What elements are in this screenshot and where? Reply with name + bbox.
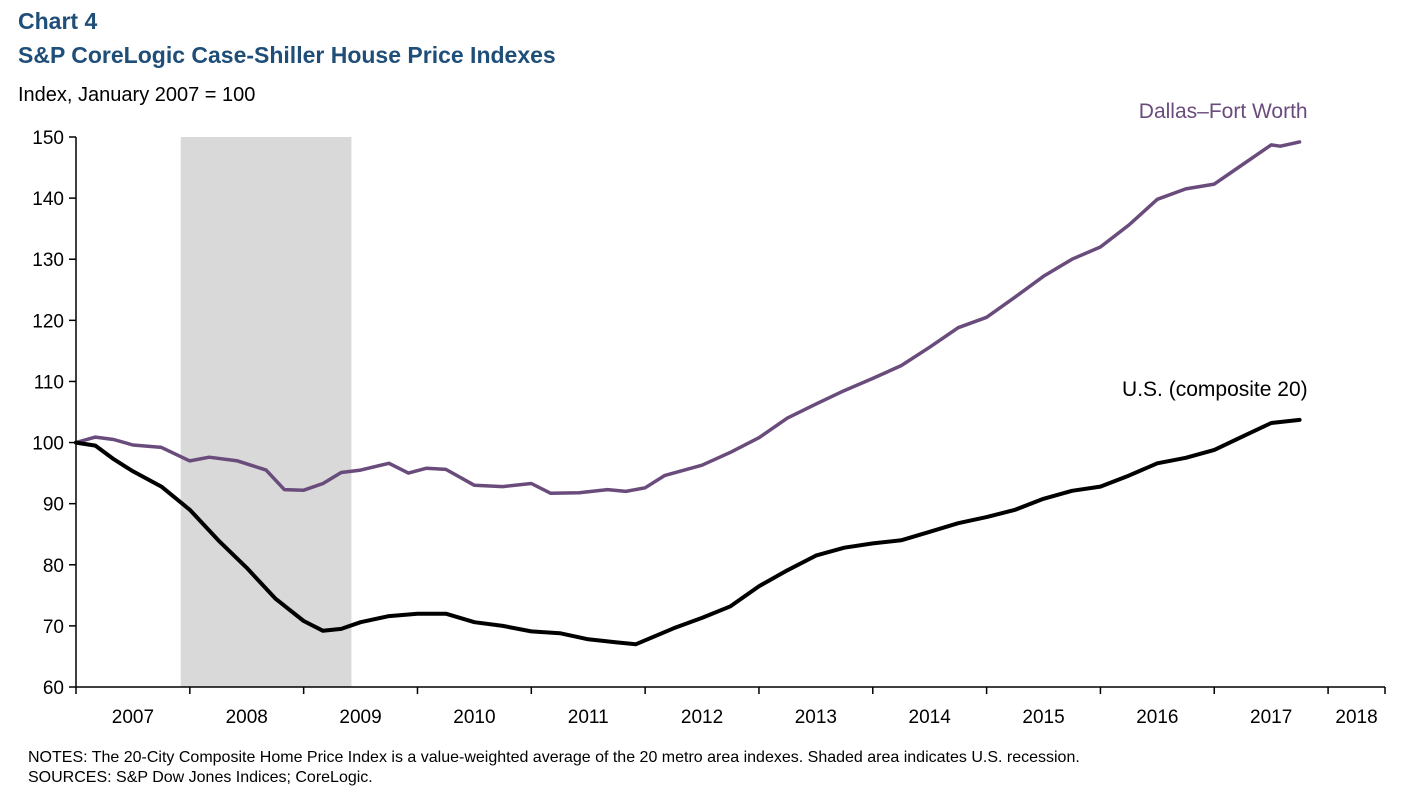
recession-shading-layer <box>180 137 352 687</box>
x-tick-label: 2013 <box>795 707 837 728</box>
recession-band <box>180 137 352 687</box>
x-tick-label: 2018 <box>1335 707 1377 728</box>
y-tick-label: 100 <box>32 434 64 455</box>
y-tick-label: 80 <box>43 556 64 577</box>
notes-text: NOTES: The 20-City Composite Home Price … <box>28 749 1080 766</box>
series-label-dallas-fort-worth: Dallas–Fort Worth <box>1139 100 1308 123</box>
y-tick-label: 90 <box>43 495 64 516</box>
x-tick-label: 2017 <box>1250 707 1292 728</box>
x-tick-label: 2009 <box>339 707 381 728</box>
x-tick-label: 2015 <box>1022 707 1064 728</box>
series-layer <box>74 140 1302 647</box>
series-line-dallas-fort-worth <box>74 140 1302 496</box>
chart-title: S&P CoreLogic Case-Shiller House Price I… <box>18 42 556 68</box>
axes-layer: 60 70 80 90 100 110 120 130 140 150 2007 2008 2009 20… <box>32 128 1386 728</box>
x-tick-label: 2007 <box>112 707 154 728</box>
x-tick-label: 2010 <box>453 707 495 728</box>
x-tick-label: 2012 <box>681 707 723 728</box>
series-label-us-composite-20: U.S. (composite 20) <box>1122 378 1308 401</box>
x-tick-label: 2014 <box>909 707 952 728</box>
chart-number: Chart 4 <box>18 8 98 34</box>
x-tick-label: 2016 <box>1136 707 1178 728</box>
series-labels-layer: Dallas–Fort Worth U.S. (composite 20) <box>1122 100 1308 401</box>
y-tick-label: 120 <box>32 311 64 332</box>
y-tick-label: 140 <box>32 189 64 210</box>
y-tick-label: 130 <box>32 250 64 271</box>
chart-notes: NOTES: The 20-City Composite Home Price … <box>28 748 1080 788</box>
y-tick-label: 60 <box>43 678 64 699</box>
y-tick-label: 150 <box>32 128 64 149</box>
series-line-us-composite-20 <box>74 417 1302 647</box>
sources-text: SOURCES: S&P Dow Jones Indices; CoreLogi… <box>28 769 373 786</box>
y-tick-label: 70 <box>43 617 64 638</box>
x-tick-label: 2008 <box>226 707 268 728</box>
x-tick-label: 2011 <box>568 707 609 728</box>
y-axis-unit-label: Index, January 2007 = 100 <box>18 84 256 106</box>
y-tick-label: 110 <box>34 372 64 393</box>
